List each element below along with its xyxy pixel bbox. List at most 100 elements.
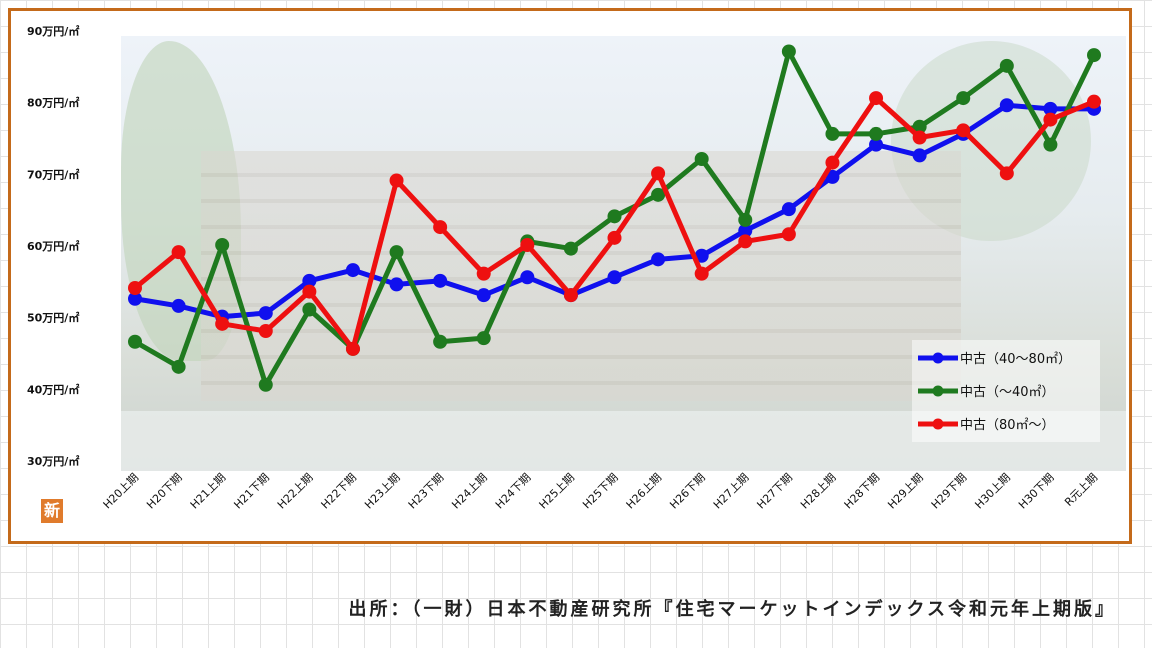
data-point: [607, 230, 622, 245]
data-point: [433, 273, 448, 288]
x-tick-label: H30上期: [972, 471, 1013, 512]
data-point: [999, 166, 1014, 181]
data-point: [825, 155, 840, 170]
data-point: [825, 169, 840, 184]
data-point: [389, 277, 404, 292]
y-tick-label: 30万円/㎡: [27, 454, 79, 468]
legend-label: 中古（～40㎡）: [960, 385, 1055, 400]
x-tick-label: H26下期: [667, 471, 708, 512]
legend-label: 中古（80㎡～）: [960, 418, 1055, 433]
data-point: [781, 202, 796, 217]
y-tick-label: 50万円/㎡: [27, 311, 79, 325]
data-point: [956, 91, 971, 106]
data-point: [869, 126, 884, 141]
x-tick-label: H21下期: [231, 471, 272, 512]
series-line: [132, 95, 1097, 352]
data-point: [869, 137, 884, 152]
data-point: [738, 234, 753, 249]
x-tick-label: H27下期: [754, 471, 795, 512]
data-point: [1043, 101, 1058, 116]
data-point: [302, 302, 317, 317]
x-tick-label: H28上期: [798, 471, 839, 512]
x-tick-label: H27上期: [711, 471, 752, 512]
data-point: [651, 166, 666, 181]
x-tick-label: H28下期: [842, 471, 883, 512]
data-point: [781, 44, 796, 59]
data-point: [476, 266, 491, 281]
data-point: [1043, 112, 1058, 127]
legend-label: 中古（40～80㎡）: [960, 352, 1071, 367]
data-point: [607, 270, 622, 285]
data-point: [258, 306, 273, 321]
data-point: [345, 263, 360, 278]
data-point: [433, 220, 448, 235]
data-point: [738, 223, 753, 238]
data-point: [694, 248, 709, 263]
data-point: [128, 291, 142, 306]
legend-swatch-marker: [932, 418, 944, 430]
x-tick-label: H22下期: [319, 471, 360, 512]
data-point: [520, 270, 535, 285]
data-point: [825, 126, 840, 141]
data-point: [694, 266, 709, 281]
data-point: [215, 238, 230, 252]
data-point: [563, 241, 578, 256]
x-tick-label: H22上期: [275, 471, 316, 512]
data-point: [1043, 137, 1058, 152]
data-point: [171, 298, 186, 313]
x-tick-label: H29下期: [929, 471, 970, 512]
x-tick-label: H20下期: [144, 471, 185, 512]
legend-swatch-marker: [932, 385, 944, 397]
y-tick-label: 60万円/㎡: [27, 239, 79, 253]
x-tick-label: H26上期: [624, 471, 665, 512]
x-tick-label: H21上期: [188, 471, 229, 512]
data-point: [869, 91, 884, 106]
data-point: [520, 238, 535, 252]
x-tick-label: H23上期: [362, 471, 403, 512]
y-tick-label: 80万円/㎡: [27, 96, 79, 110]
data-point: [999, 58, 1014, 73]
y-axis: 30万円/㎡ 40万円/㎡ 50万円/㎡ 60万円/㎡ 70万円/㎡ 80万円/㎡ 90万円…: [27, 24, 79, 468]
data-point: [258, 377, 273, 392]
y-tick-label: 40万円/㎡: [27, 382, 79, 396]
data-point: [607, 209, 622, 224]
y-tick-label: 90万円/㎡: [27, 24, 79, 38]
source-caption: 出所：（一財）日本不動産研究所『住宅マーケットインデックス令和元年上期版』: [348, 599, 1116, 620]
data-point: [956, 123, 971, 138]
data-point: [1087, 94, 1101, 109]
data-point: [476, 331, 491, 346]
data-point: [476, 288, 491, 303]
data-point: [215, 316, 230, 331]
data-point: [563, 288, 578, 303]
data-point: [1087, 48, 1101, 63]
data-point: [389, 245, 404, 260]
data-point: [738, 212, 753, 227]
y-tick-label: 70万円/㎡: [27, 167, 79, 181]
x-tick-label: H29上期: [885, 471, 926, 512]
data-point: [171, 245, 186, 260]
data-point: [694, 152, 709, 166]
data-point: [999, 98, 1014, 113]
data-point: [912, 148, 927, 163]
data-point: [912, 130, 927, 145]
series-lines: [128, 44, 1101, 392]
new-badge-icon: 新: [41, 499, 63, 523]
data-point: [651, 187, 666, 202]
data-point: [302, 284, 317, 299]
data-point: [912, 119, 927, 134]
data-point: [128, 281, 142, 295]
data-point: [651, 252, 666, 267]
x-axis: H20上期 H20下期 H21上期 H21下期 H22上期 H22下期 H23上期 H23下期…: [101, 471, 1101, 512]
x-tick-label: H23下期: [406, 471, 447, 512]
x-tick-label: H24上期: [449, 471, 490, 512]
data-point: [389, 173, 404, 188]
legend-swatch-marker: [932, 352, 944, 364]
x-tick-label: H25上期: [537, 471, 578, 512]
data-point: [128, 334, 142, 349]
x-tick-label: H30下期: [1016, 471, 1057, 512]
data-point: [433, 334, 448, 349]
data-point: [345, 341, 360, 356]
x-tick-label: R元上期: [1062, 471, 1100, 509]
x-tick-label: H25下期: [580, 471, 621, 512]
